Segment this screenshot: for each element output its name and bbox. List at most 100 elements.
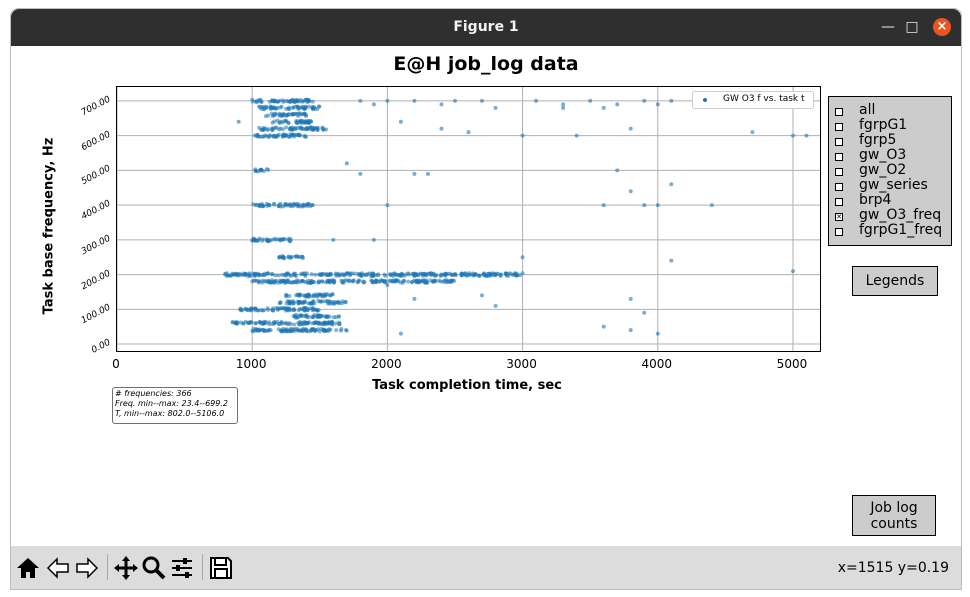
- back-icon[interactable]: [44, 554, 72, 582]
- data-point: [310, 306, 315, 311]
- data-point: [238, 320, 243, 325]
- data-point: [311, 314, 316, 319]
- home-icon[interactable]: [14, 554, 42, 582]
- close-icon[interactable]: ×: [933, 18, 951, 36]
- data-point: [394, 272, 399, 277]
- y-tick-label: 200.00: [79, 268, 113, 292]
- check-gw-O3-freq[interactable]: ✕ gw_O3_freq: [829, 207, 951, 224]
- data-point: [293, 104, 298, 109]
- check-brp4[interactable]: brp4: [829, 192, 951, 209]
- data-point: [709, 203, 714, 208]
- data-point: [316, 308, 321, 313]
- data-point: [337, 320, 342, 325]
- dataset-check-buttons: all fgrpG1 fgrp5 gw_O3 gw_O2 gw_series brp4 ✕ gw…: [828, 96, 952, 246]
- data-point: [324, 127, 329, 132]
- data-point: [289, 255, 294, 260]
- data-point: [325, 272, 330, 277]
- checkbox-icon[interactable]: [835, 123, 843, 131]
- checkbox-icon[interactable]: [835, 138, 843, 146]
- data-point: [300, 327, 305, 332]
- data-point: [298, 126, 303, 131]
- y-axis-label: Task base frequency, Hz: [41, 137, 57, 315]
- checkbox-icon[interactable]: ✕: [835, 213, 843, 221]
- data-point: [290, 127, 295, 132]
- data-point: [438, 279, 443, 284]
- checkbox-icon[interactable]: [835, 168, 843, 176]
- check-label: fgrpG1_freq: [859, 222, 943, 238]
- check-gw-series[interactable]: gw_series: [829, 177, 951, 194]
- check-gw-O3[interactable]: gw_O3: [829, 147, 951, 164]
- data-point: [270, 99, 275, 104]
- data-point: [404, 272, 409, 277]
- scatter-plot-area[interactable]: [116, 86, 821, 352]
- data-point: [272, 119, 277, 124]
- data-point: [504, 271, 509, 276]
- job-log-counts-button[interactable]: Job log counts: [852, 495, 936, 536]
- data-point: [292, 132, 297, 137]
- data-point: [256, 169, 261, 174]
- data-point: [347, 273, 352, 278]
- data-point: [312, 105, 317, 110]
- data-point: [278, 204, 283, 209]
- check-label: gw_O3: [859, 147, 907, 163]
- data-point: [412, 171, 417, 176]
- data-point: [262, 107, 267, 112]
- stats-box: # frequencies: 366 Freq. min--max: 23.4-…: [112, 387, 238, 424]
- data-point: [228, 273, 233, 278]
- data-point: [439, 102, 444, 107]
- data-point: [301, 313, 306, 318]
- configure-icon[interactable]: [168, 554, 196, 582]
- checkbox-icon[interactable]: [835, 108, 843, 116]
- data-point: [267, 134, 272, 139]
- data-point: [453, 273, 458, 278]
- check-gw-O2[interactable]: gw_O2: [829, 162, 951, 179]
- data-point: [270, 308, 275, 313]
- data-point: [420, 272, 425, 277]
- data-point: [442, 278, 447, 283]
- data-point: [285, 307, 290, 312]
- data-point: [281, 255, 286, 260]
- data-point: [336, 314, 341, 319]
- data-point: [292, 112, 297, 117]
- data-point: [439, 126, 444, 131]
- check-all[interactable]: all: [829, 102, 951, 119]
- data-point: [491, 271, 496, 276]
- checkbox-icon[interactable]: [835, 183, 843, 191]
- forward-icon[interactable]: [73, 554, 101, 582]
- check-fgrpG1[interactable]: fgrpG1: [829, 117, 951, 134]
- check-fgrpG1-freq[interactable]: fgrpG1_freq: [829, 222, 951, 239]
- pan-icon[interactable]: [112, 554, 140, 582]
- maximize-icon[interactable]: □: [905, 19, 919, 35]
- data-point: [307, 104, 312, 109]
- data-point: [304, 97, 309, 102]
- save-icon[interactable]: [207, 554, 235, 582]
- data-point: [316, 327, 321, 332]
- data-point: [302, 134, 307, 139]
- data-point: [334, 321, 339, 326]
- data-point: [628, 126, 633, 131]
- data-point: [230, 320, 235, 325]
- checkbox-icon[interactable]: [835, 198, 843, 206]
- data-point: [628, 189, 633, 194]
- x-axis-label: Task completion time, sec: [372, 378, 562, 393]
- data-point: [385, 283, 390, 287]
- check-fgrp5[interactable]: fgrp5: [829, 132, 951, 149]
- data-point: [283, 279, 288, 284]
- data-point: [330, 292, 335, 297]
- data-point: [259, 308, 264, 313]
- stats-frequencies: # frequencies: 366: [115, 389, 192, 398]
- minimize-icon[interactable]: —: [881, 19, 895, 35]
- data-point: [265, 127, 270, 132]
- data-point: [344, 328, 349, 333]
- checkbox-icon[interactable]: [835, 153, 843, 161]
- legends-button[interactable]: Legends: [852, 266, 938, 296]
- data-point: [339, 278, 344, 283]
- zoom-icon[interactable]: [140, 554, 168, 582]
- checkbox-icon[interactable]: [835, 228, 843, 236]
- data-point: [305, 120, 310, 125]
- data-point: [257, 203, 262, 208]
- data-point: [438, 273, 443, 278]
- data-point: [275, 118, 280, 123]
- data-point: [278, 98, 283, 103]
- data-point: [311, 294, 316, 299]
